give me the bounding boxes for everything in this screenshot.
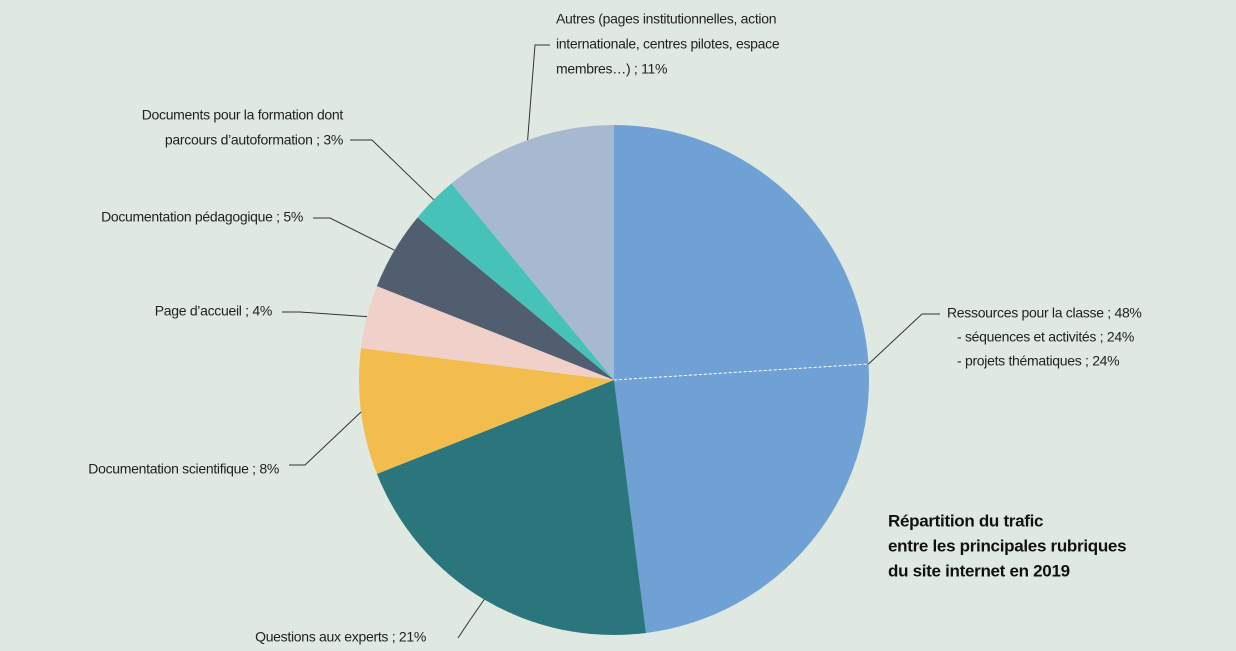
chart-title: Répartition du trafic (888, 511, 1043, 530)
slice-label: Questions aux experts ; 21% (255, 629, 426, 645)
leader-line (868, 313, 940, 365)
leader-line (282, 311, 368, 318)
leader-line (527, 44, 550, 141)
slice-label: Page d’accueil ; 4% (155, 303, 272, 319)
pie-slice (614, 125, 869, 380)
pie-slice (361, 286, 614, 380)
slice-label: Autres (pages institutionnelles, action (556, 11, 776, 27)
leader-line (350, 139, 435, 201)
group-label: Ressources pour la classe ; 48% (947, 305, 1142, 321)
slice-label: - séquences et activités ; 24% (957, 329, 1134, 345)
slice-label: - projets thématiques ; 24% (957, 353, 1119, 369)
slice-label: Documents pour la formation dont (142, 107, 344, 123)
slice-label: Documentation scientifique ; 8% (88, 461, 279, 477)
leader-line (313, 217, 395, 251)
pie-slice (614, 363, 869, 633)
chart-title: du site internet en 2019 (888, 561, 1070, 580)
pie-slice (376, 380, 646, 636)
slice-label: parcours d’autoformation ; 3% (165, 132, 343, 148)
slice-divider (613, 363, 869, 381)
pie-slice (417, 183, 614, 380)
slice-label: Documentation pédagogique ; 5% (101, 209, 303, 225)
slice-label: membres…) ; 11% (556, 61, 667, 77)
leader-line (289, 411, 362, 466)
pie-slice (359, 348, 614, 474)
pie-slice (376, 217, 614, 380)
slice-label: internationale, centres pilotes, espace (556, 36, 780, 52)
chart-title: entre les principales rubriques (888, 536, 1126, 555)
pie-slice (451, 125, 614, 380)
leader-line (457, 599, 485, 639)
